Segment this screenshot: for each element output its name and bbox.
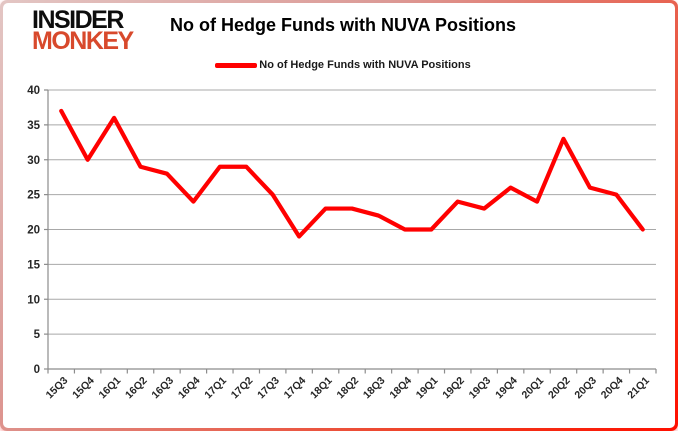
y-axis-label: 25 bbox=[27, 190, 40, 202]
line-chart: 0 5 10 15 20 25 30 35 40 15Q3 15Q4 16Q1 16Q2 16Q3 16Q4… bbox=[27, 85, 657, 402]
y-axis-label: 15 bbox=[27, 259, 40, 271]
x-axis-label: 21Q1 bbox=[625, 375, 652, 402]
logo-insider-text: INSIDER bbox=[32, 6, 124, 34]
x-axis-label: 17Q1 bbox=[202, 375, 229, 402]
x-axis-label: 18Q2 bbox=[334, 375, 361, 402]
y-axis-label: 0 bbox=[34, 364, 40, 376]
x-axis-label: 16Q3 bbox=[149, 375, 176, 402]
x-axis-label: 20Q2 bbox=[546, 375, 573, 402]
x-axis-label: 19Q4 bbox=[493, 375, 520, 402]
logo-monkey-text: MONKEY bbox=[32, 27, 134, 55]
series-line bbox=[59, 108, 645, 239]
x-axis-label: 17Q4 bbox=[282, 375, 309, 402]
y-axis-label: 35 bbox=[27, 120, 40, 132]
x-axis-label: 19Q1 bbox=[414, 375, 441, 402]
x-axis-label: 17Q3 bbox=[255, 375, 282, 402]
x-axis-label: 15Q3 bbox=[44, 375, 71, 402]
y-axis-label: 10 bbox=[27, 294, 40, 306]
x-axis-label: 18Q3 bbox=[361, 375, 388, 402]
y-axis-label: 5 bbox=[34, 329, 41, 341]
x-axis-label: 17Q2 bbox=[229, 375, 256, 402]
x-axis-label: 20Q1 bbox=[520, 375, 547, 402]
x-axis-label: 18Q1 bbox=[308, 375, 335, 402]
legend-line-marker bbox=[215, 62, 258, 68]
x-axis-label: 20Q4 bbox=[599, 375, 626, 402]
x-axis-label: 16Q2 bbox=[123, 375, 150, 402]
y-axis-label: 40 bbox=[27, 85, 40, 97]
chart-card: INSIDER MONKEY No of Hedge Funds with NU… bbox=[3, 3, 675, 428]
chart-title: No of Hedge Funds with NUVA Positions bbox=[170, 15, 516, 35]
x-axis-label: 19Q3 bbox=[467, 375, 494, 402]
insider-monkey-logo: INSIDER MONKEY bbox=[32, 6, 134, 55]
y-axis-label: 30 bbox=[27, 155, 40, 167]
x-axis-label: 16Q1 bbox=[97, 375, 124, 402]
x-axis-label: 15Q4 bbox=[70, 375, 97, 402]
x-axis-label: 18Q4 bbox=[387, 375, 414, 402]
x-axis-label: 19Q2 bbox=[440, 375, 467, 402]
x-axis-label: 16Q4 bbox=[176, 375, 203, 402]
legend: No of Hedge Funds with NUVA Positions bbox=[123, 59, 563, 71]
y-axis-label: 20 bbox=[27, 225, 40, 237]
legend-label: No of Hedge Funds with NUVA Positions bbox=[259, 59, 471, 71]
x-axis-label: 20Q3 bbox=[572, 375, 599, 402]
